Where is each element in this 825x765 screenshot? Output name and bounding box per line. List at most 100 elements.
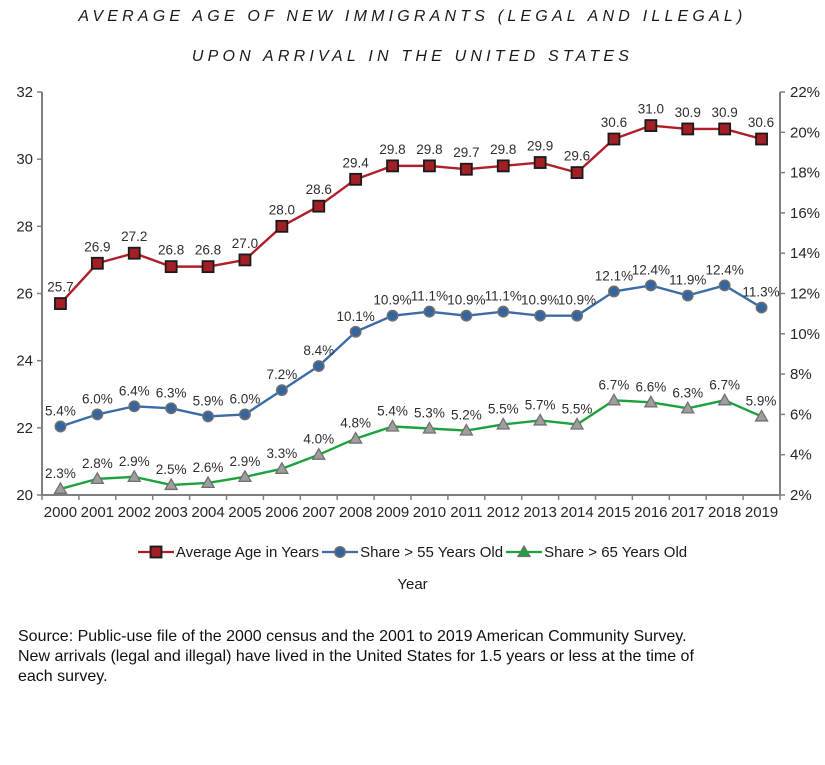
svg-text:30.6: 30.6 — [748, 115, 774, 130]
svg-text:12.1%: 12.1% — [595, 268, 633, 283]
svg-text:27.0: 27.0 — [232, 236, 258, 251]
svg-text:11.1%: 11.1% — [411, 289, 448, 304]
svg-text:5.9%: 5.9% — [746, 393, 777, 408]
svg-text:6.6%: 6.6% — [635, 379, 666, 394]
svg-text:5.4%: 5.4% — [45, 403, 76, 418]
svg-text:11.3%: 11.3% — [742, 285, 779, 300]
svg-text:29.7: 29.7 — [453, 145, 479, 160]
source-note-line-1: Source: Public-use file of the 2000 cens… — [18, 628, 687, 645]
svg-text:2.9%: 2.9% — [230, 454, 261, 469]
svg-text:6.0%: 6.0% — [82, 391, 113, 406]
svg-text:10.9%: 10.9% — [373, 293, 411, 308]
svg-text:6.0%: 6.0% — [230, 391, 261, 406]
svg-text:2013: 2013 — [523, 504, 556, 521]
svg-text:5.2%: 5.2% — [451, 408, 482, 423]
svg-text:6.7%: 6.7% — [599, 377, 630, 392]
svg-text:5.4%: 5.4% — [377, 403, 408, 418]
svg-text:22%: 22% — [790, 84, 820, 101]
svg-text:11.9%: 11.9% — [669, 273, 706, 288]
source-note-line-2: New arrivals (legal and illegal) have li… — [18, 648, 694, 665]
legend-label-share-65: Share > 65 Years Old — [544, 543, 688, 561]
source-note-line-3: each survey. — [18, 668, 108, 685]
svg-text:2003: 2003 — [154, 504, 187, 521]
svg-text:4.0%: 4.0% — [303, 432, 334, 447]
svg-text:28.0: 28.0 — [269, 202, 295, 217]
svg-text:30.6: 30.6 — [601, 115, 627, 130]
svg-text:2019: 2019 — [745, 504, 778, 521]
svg-text:11.1%: 11.1% — [485, 289, 522, 304]
svg-text:2005: 2005 — [228, 504, 261, 521]
svg-text:6.7%: 6.7% — [709, 377, 740, 392]
legend-label-share-55: Share > 55 Years Old — [360, 543, 504, 561]
svg-text:16%: 16% — [790, 205, 820, 222]
svg-text:29.9: 29.9 — [527, 139, 553, 154]
svg-text:2018: 2018 — [708, 504, 741, 521]
svg-text:10.9%: 10.9% — [558, 293, 596, 308]
svg-text:2006: 2006 — [265, 504, 298, 521]
svg-text:5.5%: 5.5% — [562, 401, 593, 416]
svg-text:31.0: 31.0 — [638, 102, 664, 117]
svg-text:20%: 20% — [790, 124, 820, 141]
svg-text:30.9: 30.9 — [675, 105, 701, 120]
svg-text:2000: 2000 — [44, 504, 77, 521]
svg-text:12%: 12% — [790, 286, 820, 303]
source-note: Source: Public-use file of the 2000 cens… — [0, 627, 825, 687]
svg-text:2004: 2004 — [191, 504, 224, 521]
svg-text:29.8: 29.8 — [490, 142, 516, 157]
svg-text:6.3%: 6.3% — [672, 385, 703, 400]
svg-text:22: 22 — [16, 420, 33, 437]
chart-title-line-1: AVERAGE AGE OF NEW IMMIGRANTS (LEGAL AND… — [78, 8, 747, 25]
svg-text:2010: 2010 — [413, 504, 446, 521]
svg-text:12.4%: 12.4% — [632, 262, 670, 277]
svg-text:5.3%: 5.3% — [414, 406, 445, 421]
svg-text:29.8: 29.8 — [379, 142, 405, 157]
svg-text:4%: 4% — [790, 447, 812, 464]
svg-text:6%: 6% — [790, 406, 812, 423]
svg-text:5.9%: 5.9% — [193, 393, 224, 408]
legend-marker-triangle-icon — [506, 545, 543, 558]
svg-text:10.9%: 10.9% — [447, 293, 485, 308]
svg-text:2002: 2002 — [118, 504, 151, 521]
svg-text:2011: 2011 — [450, 504, 482, 521]
svg-text:6.3%: 6.3% — [156, 385, 187, 400]
svg-text:6.4%: 6.4% — [119, 383, 150, 398]
svg-text:2008: 2008 — [339, 504, 372, 521]
svg-text:2.5%: 2.5% — [156, 462, 187, 477]
svg-text:2009: 2009 — [376, 504, 409, 521]
legend-marker-square-icon — [137, 545, 174, 559]
svg-text:8%: 8% — [790, 366, 812, 383]
svg-text:2001: 2001 — [81, 504, 114, 521]
legend-label-average-age: Average Age in Years — [175, 543, 320, 561]
chart-legend: Average Age in Years Share > 55 Years Ol… — [0, 543, 825, 561]
svg-text:24: 24 — [16, 353, 33, 370]
svg-text:29.4: 29.4 — [343, 155, 370, 170]
svg-text:12.4%: 12.4% — [706, 262, 744, 277]
chart-svg: 32 30 28 26 24 22 20 22% 20% 18% 16% 14% 12% 10% 8% 6% 4… — [16, 84, 820, 521]
svg-text:10.9%: 10.9% — [521, 293, 559, 308]
x-axis-title: Year — [397, 576, 428, 593]
svg-text:2.8%: 2.8% — [82, 456, 113, 471]
legend-item-share-65: Share > 65 Years Old — [506, 544, 687, 561]
svg-text:5.7%: 5.7% — [525, 397, 556, 412]
svg-text:26.9: 26.9 — [84, 239, 110, 254]
svg-text:2017: 2017 — [671, 504, 704, 521]
legend-item-average-age: Average Age in Years — [137, 543, 320, 561]
svg-text:30: 30 — [16, 151, 33, 168]
svg-text:29.8: 29.8 — [416, 142, 442, 157]
svg-text:26: 26 — [16, 286, 33, 303]
svg-text:26.8: 26.8 — [195, 243, 221, 258]
svg-text:2007: 2007 — [302, 504, 335, 521]
svg-text:2014: 2014 — [560, 504, 593, 521]
svg-text:30.9: 30.9 — [712, 105, 738, 120]
svg-text:2%: 2% — [790, 487, 812, 504]
svg-text:2016: 2016 — [634, 504, 667, 521]
svg-text:3.3%: 3.3% — [266, 446, 297, 461]
svg-text:32: 32 — [16, 84, 33, 101]
svg-text:2015: 2015 — [597, 504, 630, 521]
svg-text:14%: 14% — [790, 245, 820, 262]
svg-text:10.1%: 10.1% — [337, 309, 375, 324]
svg-text:26.8: 26.8 — [158, 243, 184, 258]
svg-text:27.2: 27.2 — [121, 229, 147, 244]
legend-marker-circle-icon — [322, 546, 359, 558]
svg-text:18%: 18% — [790, 165, 820, 182]
